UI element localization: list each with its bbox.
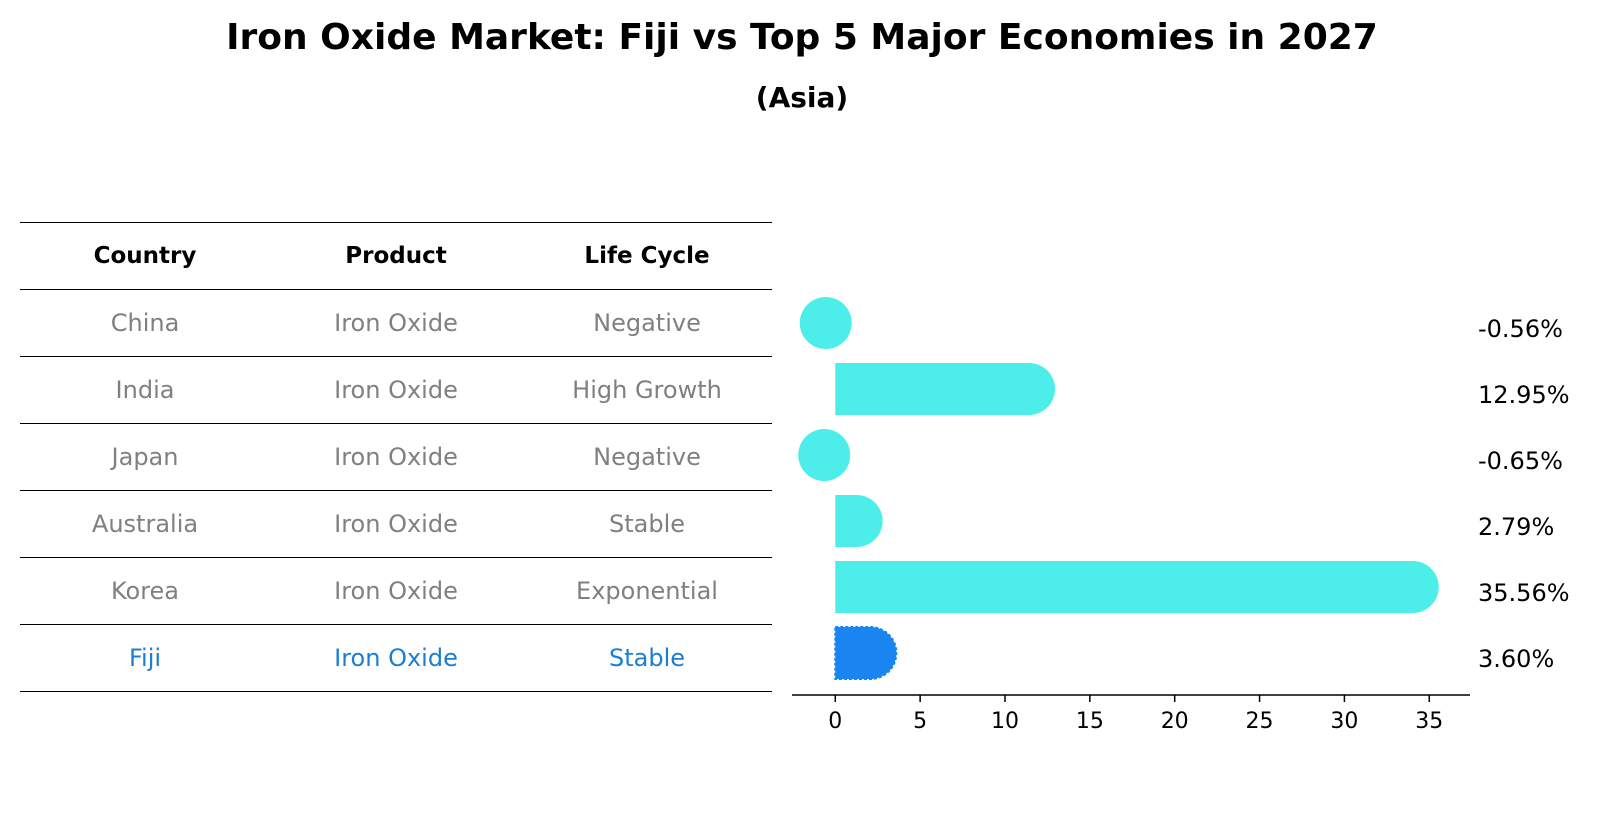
x-tick-label: 30	[1330, 709, 1358, 734]
cell-country: Fiji	[128, 644, 162, 672]
cell-life-cycle: Negative	[593, 309, 701, 337]
value-label-korea: 35.56%	[1478, 579, 1570, 607]
x-tick-label: 25	[1246, 709, 1274, 734]
cell-life-cycle: Negative	[593, 443, 701, 471]
cell-product: Iron Oxide	[334, 577, 458, 605]
bar-cap	[799, 297, 852, 349]
x-axis: 0 5 10 15 20 25 30 35	[792, 694, 1470, 734]
bar-india	[835, 363, 1056, 415]
bar-korea	[835, 561, 1439, 613]
bar-cap	[798, 429, 851, 481]
table-row: Korea Iron Oxide Exponential	[20, 557, 772, 624]
x-tick-label: 20	[1161, 709, 1189, 734]
bar-body	[835, 363, 1056, 415]
table-header-row: Country Product Life Cycle	[20, 222, 772, 289]
bars-group	[798, 297, 1439, 680]
x-tick-label: 0	[828, 709, 842, 734]
x-tick-label: 35	[1415, 709, 1443, 734]
x-tick-label: 10	[991, 709, 1019, 734]
cell-product: Iron Oxide	[334, 510, 458, 538]
cell-product: Iron Oxide	[334, 309, 458, 337]
header-country: Country	[93, 243, 197, 269]
value-label-india: 12.95%	[1478, 381, 1570, 409]
cell-product: Iron Oxide	[334, 376, 458, 404]
country-table: Country Product Life Cycle China Iron Ox…	[20, 222, 772, 692]
cell-product: Iron Oxide	[334, 644, 458, 672]
table-row-highlight: Fiji Iron Oxide Stable	[20, 624, 772, 692]
chart-subtitle: (Asia)	[755, 81, 849, 114]
value-label-australia: 2.79%	[1478, 513, 1554, 541]
table-row: India Iron Oxide High Growth	[20, 356, 772, 423]
x-tick-label: 5	[913, 709, 927, 734]
bar-china	[799, 297, 852, 349]
cell-life-cycle: Stable	[608, 644, 686, 672]
table-row: China Iron Oxide Negative	[20, 289, 772, 356]
bar-body	[835, 495, 883, 547]
bar-body	[834, 626, 898, 680]
value-label-fiji: 3.60%	[1478, 645, 1554, 673]
cell-country: Korea	[110, 577, 180, 605]
cell-life-cycle: High Growth	[572, 376, 722, 404]
cell-life-cycle: Stable	[608, 510, 686, 538]
table-row: Japan Iron Oxide Negative	[20, 423, 772, 490]
bar-fiji	[834, 626, 898, 680]
table-row: Australia Iron Oxide Stable	[20, 490, 772, 557]
bar-australia	[835, 495, 883, 547]
value-label-china: -0.56%	[1478, 315, 1563, 343]
bar-japan	[798, 429, 851, 481]
value-label-japan: -0.65%	[1478, 447, 1563, 475]
x-tick-label: 15	[1076, 709, 1104, 734]
cell-country: Australia	[91, 510, 199, 538]
header-product: Product	[345, 243, 447, 269]
cell-country: Japan	[111, 443, 179, 471]
cell-country: India	[115, 376, 175, 404]
cell-life-cycle: Exponential	[576, 577, 718, 605]
bar-body	[835, 561, 1439, 613]
value-labels-group: -0.56% 12.95% -0.65% 2.79% 35.56% 3.60%	[1478, 315, 1570, 673]
header-life-cycle: Life Cycle	[584, 243, 710, 269]
cell-product: Iron Oxide	[334, 443, 458, 471]
cell-country: China	[110, 309, 180, 337]
chart-title: Iron Oxide Market: Fiji vs Top 5 Major E…	[226, 17, 1378, 58]
